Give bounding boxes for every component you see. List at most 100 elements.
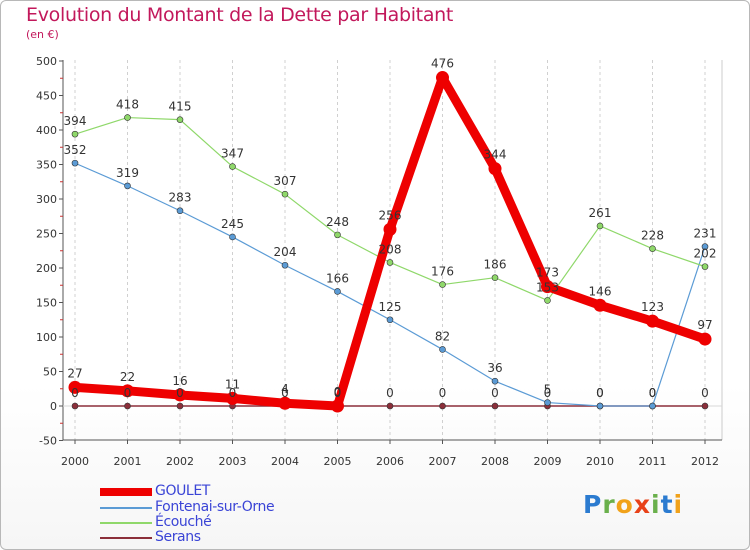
data-point-goulet	[698, 332, 712, 346]
data-point-fontenai-sur-orne	[281, 261, 289, 269]
data-point--couch-	[281, 190, 289, 198]
logo-letter: P	[583, 490, 603, 519]
data-label: 245	[221, 217, 244, 231]
x-tick-label: 2012	[691, 455, 719, 468]
x-tick-label: 2010	[586, 455, 614, 468]
legend-item-goulet[interactable]: GOULET	[100, 483, 360, 500]
data-point-fontenai-sur-orne	[386, 316, 394, 324]
data-label-zero: 0	[176, 386, 184, 400]
data-point--couch-	[649, 245, 656, 252]
legend-label-ecouche: Écouché	[155, 514, 212, 530]
data-label-zero: 0	[544, 386, 552, 400]
data-point--couch-	[701, 263, 709, 270]
data-label: 4	[281, 382, 289, 396]
data-label-zero: 0	[334, 386, 342, 400]
legend-swatch-goulet	[100, 488, 152, 496]
legend-item-fontenai-sur-orne[interactable]: Fontenai-sur-Orne	[100, 499, 360, 516]
y-tick-label: 200	[36, 262, 57, 275]
data-point--couch-	[334, 231, 341, 239]
data-label: 352	[64, 143, 87, 157]
data-point-fontenai-sur-orne	[124, 182, 131, 190]
data-point-fontenai-sur-orne	[334, 288, 341, 295]
data-point--couch-	[596, 222, 604, 230]
data-point-goulet	[646, 314, 659, 328]
data-point-goulet	[173, 388, 187, 402]
data-point-fontenai-sur-orne	[229, 233, 236, 241]
data-label: 153	[536, 280, 559, 294]
data-point-fontenai-sur-orne	[649, 402, 656, 410]
data-point-goulet	[541, 280, 554, 294]
data-point-fontenai-sur-orne	[596, 402, 604, 410]
data-label-zero: 0	[439, 386, 447, 400]
data-label: 256	[379, 208, 402, 222]
data-label: 476	[431, 57, 454, 71]
logo-letter: o	[615, 490, 634, 519]
data-label: 228	[641, 229, 664, 243]
data-point-goulet	[121, 384, 134, 398]
data-point-fontenai-sur-orne	[71, 159, 79, 167]
x-tick-label: 2000	[61, 455, 89, 468]
data-label: 27	[67, 366, 82, 380]
data-label: 204	[274, 245, 297, 259]
y-tick-label: -50	[39, 435, 57, 448]
chart-subtitle: (en €)	[26, 28, 59, 41]
data-label: 22	[120, 370, 135, 384]
data-point-fontenai-sur-orne	[439, 346, 446, 353]
y-tick-label: 100	[36, 331, 57, 344]
data-label: 123	[641, 300, 664, 314]
x-tick-label: 2005	[324, 455, 352, 468]
logo-letter: i	[673, 490, 684, 519]
x-tick-label: 2007	[429, 455, 457, 468]
data-label: 16	[172, 374, 187, 388]
data-point-goulet	[68, 380, 82, 394]
data-label: 0	[596, 386, 604, 400]
y-tick-label: 0	[50, 400, 57, 413]
legend-item-ecouche[interactable]: Écouché	[100, 514, 360, 531]
data-label: 176	[431, 265, 454, 279]
legend-swatch-fontenai-sur-orne	[100, 507, 152, 509]
data-label: 0	[334, 385, 342, 399]
data-point-serans	[386, 402, 394, 410]
legend-swatch-serans	[100, 537, 152, 539]
x-tick-label: 2002	[166, 455, 194, 468]
y-tick-label: 500	[36, 55, 57, 68]
logo-letter: r	[602, 490, 616, 519]
data-label-zero: 0	[491, 386, 499, 400]
data-label-zero: 0	[596, 386, 604, 400]
y-tick-label: 150	[36, 297, 57, 310]
x-tick-label: 2006	[376, 455, 404, 468]
data-point-serans	[176, 402, 184, 410]
data-label: 125	[379, 300, 402, 314]
y-tick-label: 400	[36, 124, 57, 137]
data-point-goulet	[488, 162, 502, 176]
y-tick-label: 50	[43, 366, 57, 379]
data-label: 415	[169, 100, 192, 114]
y-tick-label: 450	[36, 90, 57, 103]
data-label: 347	[221, 147, 244, 161]
data-point-goulet	[278, 396, 292, 410]
data-label: 5	[544, 383, 552, 397]
data-label: 11	[225, 377, 240, 391]
data-point-serans	[71, 402, 79, 410]
data-label-zero: 0	[281, 386, 289, 400]
data-label: 344	[484, 148, 507, 162]
data-label: 202	[694, 247, 717, 261]
data-point--couch-	[124, 114, 131, 121]
proxiti-logo: Proxiti	[583, 490, 683, 519]
data-point-goulet	[331, 399, 344, 413]
legend-label-serans: Serans	[155, 529, 201, 545]
legend-item-serans[interactable]: Serans	[100, 529, 360, 546]
data-point--couch-	[176, 116, 184, 123]
data-label: 146	[589, 284, 612, 298]
data-point-serans	[439, 402, 446, 410]
data-point-fontenai-sur-orne	[491, 377, 499, 385]
x-tick-label: 2009	[534, 455, 562, 468]
data-point--couch-	[229, 163, 236, 170]
data-label: 82	[435, 329, 450, 343]
data-point-serans	[491, 402, 499, 410]
logo-letter: i	[651, 490, 661, 519]
data-label-zero: 0	[701, 386, 709, 400]
data-point-fontenai-sur-orne	[544, 399, 551, 406]
data-point-serans	[701, 402, 709, 410]
data-label: 319	[116, 166, 139, 180]
